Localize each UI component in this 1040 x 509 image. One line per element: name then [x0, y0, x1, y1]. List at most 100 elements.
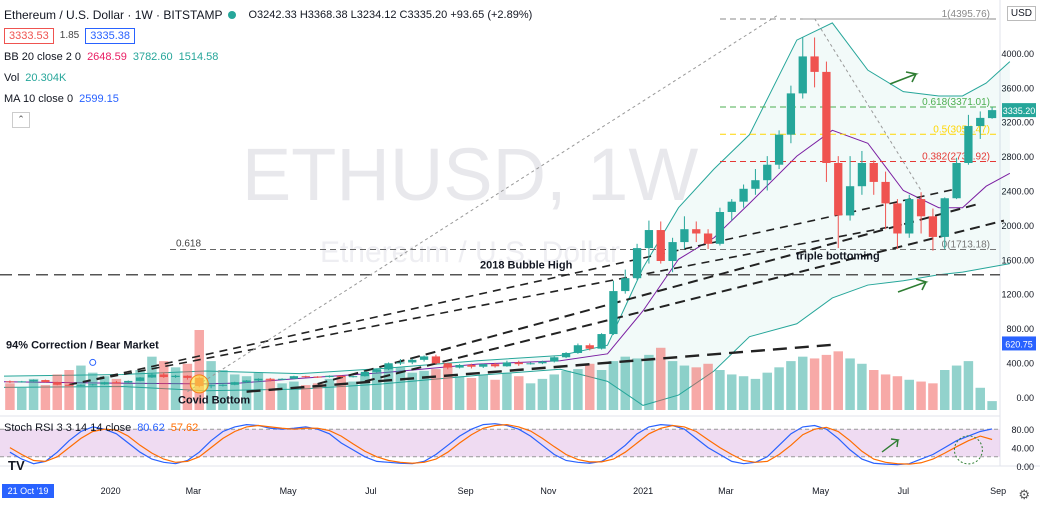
candle-body	[751, 180, 760, 189]
candle-body	[266, 378, 275, 380]
volume-bar	[466, 378, 477, 410]
volume-bar	[182, 363, 193, 410]
volume-bar	[608, 361, 619, 410]
candle-body	[680, 229, 689, 243]
fib-level-label: 0.5(3054.47)	[933, 124, 990, 135]
last-price-label: 3335.20	[1003, 106, 1036, 116]
bb-band-fill	[4, 22, 1010, 406]
candle-body	[739, 188, 748, 202]
symbol-title[interactable]: Ethereum / U.S. Dollar · 1W · BITSTAMP	[4, 7, 223, 22]
candle-body	[573, 345, 583, 353]
bb-indicator-label[interactable]: BB 20 close 2 0	[4, 50, 82, 63]
volume-bar	[135, 370, 145, 410]
volume-bar	[786, 361, 796, 410]
volume-indicator-label[interactable]: Vol	[4, 71, 20, 84]
volume-bar	[833, 351, 843, 410]
tradingview-logo[interactable]: TV	[8, 458, 25, 473]
candle-body	[905, 199, 914, 234]
last-price-label-bg	[1002, 103, 1036, 118]
volume-bar	[336, 376, 346, 410]
annotation-bubble-high: 2018 Bubble High	[480, 260, 573, 272]
volume-bar	[975, 387, 985, 410]
volume-bar	[620, 356, 630, 410]
y-tick-label: 1600.00	[1001, 255, 1034, 265]
x-tick-label: May	[812, 486, 830, 496]
collapse-legend-button[interactable]: ⌃	[12, 112, 30, 128]
stoch-rsi-label[interactable]: Stoch RSI 3 3 14 14 close	[4, 421, 132, 434]
currency-button[interactable]: USD	[1006, 6, 1036, 21]
bb-lower-value: 1514.58	[178, 50, 219, 63]
candle-body	[845, 186, 855, 216]
volume-bar	[514, 376, 524, 410]
x-tick-label: Mar	[186, 486, 202, 496]
volume-bar	[348, 381, 358, 410]
sell-price-button[interactable]: 3333.53	[4, 27, 54, 44]
y-tick-label: 0.00	[1016, 393, 1034, 403]
volume-bar	[478, 374, 488, 410]
bb-upper-line	[3, 22, 1011, 377]
volume-bar	[561, 370, 571, 410]
candle-body	[893, 203, 902, 234]
candle-body	[668, 242, 677, 261]
candle-body	[502, 362, 512, 367]
candle-body	[656, 230, 665, 261]
annotation-triple-bottoming: triple bottoming	[796, 250, 880, 262]
candle-body	[928, 216, 938, 237]
volume-bar	[111, 378, 122, 410]
volume-bar	[644, 354, 654, 410]
candle-body	[289, 376, 299, 379]
candle-body	[41, 380, 50, 383]
volume-bar	[525, 383, 536, 410]
candle-body	[857, 163, 867, 187]
price-axis-bg	[1000, 0, 1040, 504]
ma-price-label-bg	[1002, 336, 1036, 351]
volume-bar	[123, 383, 133, 410]
volume-bar	[892, 376, 903, 410]
watermark-symbol: ETHUSD, 1W	[242, 133, 699, 216]
candle-body	[585, 345, 594, 349]
volume-bar	[431, 369, 441, 410]
gear-icon[interactable]: ⚙	[1018, 487, 1030, 502]
volume-bar	[963, 361, 974, 410]
candle-body	[597, 334, 606, 349]
volume-bar	[703, 363, 713, 410]
ma-indicator-label[interactable]: MA 10 close 0	[4, 92, 74, 105]
volume-bar	[880, 374, 891, 410]
candle-body	[609, 291, 618, 335]
volume-bar	[265, 378, 275, 410]
y-tick-label: 3600.00	[1001, 83, 1034, 93]
trendline	[317, 202, 981, 385]
volume-bar	[987, 401, 997, 410]
candle-body	[443, 363, 452, 368]
candle-body	[408, 359, 417, 363]
candle-body	[242, 380, 251, 383]
x-tick-label: May	[280, 486, 298, 496]
volume-bar	[940, 370, 950, 410]
candle-body	[64, 384, 74, 386]
volume-bar	[738, 376, 749, 410]
candle-body	[538, 361, 547, 364]
candle-body	[396, 362, 405, 364]
volume-bar	[821, 354, 832, 410]
volume-bar	[916, 381, 926, 410]
y-tick-label: 800.00	[1006, 324, 1034, 334]
volume-bar	[727, 374, 737, 410]
volume-bar	[869, 370, 879, 410]
volume-bar	[857, 363, 867, 410]
volume-bar	[443, 365, 453, 410]
volume-bar	[76, 365, 86, 410]
stoch-tick-label: 40.00	[1011, 444, 1034, 454]
candle-body	[526, 363, 535, 365]
volume-bar	[277, 383, 287, 410]
candle-body	[112, 382, 121, 384]
candle-body	[715, 212, 725, 244]
candle-body	[964, 126, 973, 164]
volume-bar	[750, 378, 761, 410]
candle-body	[159, 374, 168, 378]
candle-body	[810, 56, 819, 72]
buy-price-button[interactable]: 3335.38	[85, 27, 135, 44]
candle-body	[976, 117, 985, 127]
candle-body	[183, 375, 192, 378]
